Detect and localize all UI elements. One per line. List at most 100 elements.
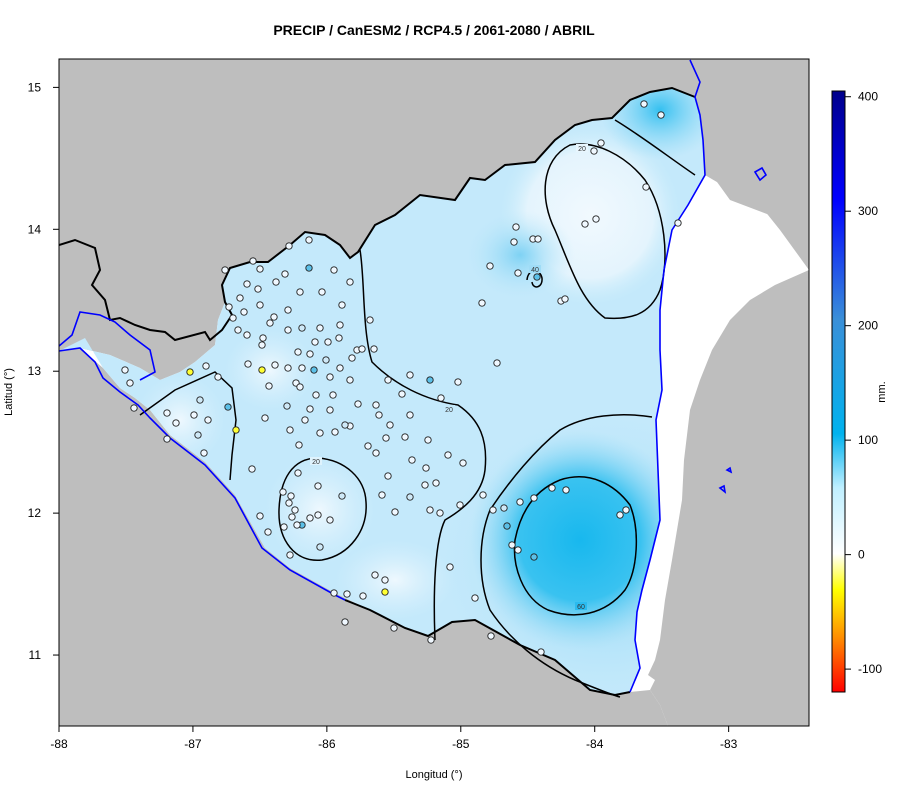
station-marker xyxy=(372,449,380,457)
station-marker xyxy=(384,472,392,480)
station-marker xyxy=(318,288,326,296)
colorbar-tick-label: 200 xyxy=(858,319,878,333)
station-marker xyxy=(256,301,264,309)
station-marker xyxy=(530,553,538,561)
station-marker xyxy=(186,368,194,376)
station-marker xyxy=(514,269,522,277)
y-axis-ticks: 15 14 13 12 11 xyxy=(28,80,59,662)
station-marker xyxy=(642,183,650,191)
costa-rica-land xyxy=(59,348,668,726)
station-marker xyxy=(382,434,390,442)
station-marker xyxy=(314,482,322,490)
station-marker xyxy=(640,100,648,108)
y-tick-label: 15 xyxy=(28,80,42,94)
x-tick-label: -83 xyxy=(720,737,738,751)
station-marker xyxy=(264,528,272,536)
station-marker xyxy=(493,359,501,367)
station-marker xyxy=(336,364,344,372)
station-marker xyxy=(537,648,545,656)
station-marker xyxy=(244,360,252,368)
station-marker xyxy=(512,223,520,231)
station-marker xyxy=(674,219,682,227)
colorbar-tick-label: 300 xyxy=(858,204,878,218)
y-tick-label: 11 xyxy=(29,648,42,662)
station-marker xyxy=(271,361,279,369)
station-marker xyxy=(330,589,338,597)
station-marker xyxy=(581,220,589,228)
y-tick-label: 13 xyxy=(28,364,42,378)
y-tick-label: 12 xyxy=(28,506,42,520)
station-marker xyxy=(366,316,374,324)
station-marker xyxy=(311,338,319,346)
station-marker xyxy=(657,111,665,119)
station-marker xyxy=(329,391,337,399)
station-marker xyxy=(305,236,313,244)
station-marker xyxy=(284,306,292,314)
colorbar: 400 300 200 100 0 -100 mm. xyxy=(831,90,888,693)
station-marker xyxy=(372,401,380,409)
station-marker xyxy=(346,278,354,286)
pacific-coast xyxy=(59,347,346,601)
station-marker xyxy=(500,504,508,512)
station-marker xyxy=(424,436,432,444)
station-marker xyxy=(354,400,362,408)
station-marker xyxy=(406,371,414,379)
station-marker xyxy=(279,488,287,496)
y-tick-label: 14 xyxy=(28,222,42,236)
station-marker xyxy=(258,341,266,349)
station-marker xyxy=(322,356,330,364)
station-marker xyxy=(456,501,464,509)
contour-label-pocket: 20 xyxy=(312,459,320,466)
contour-line-20-ne xyxy=(544,143,666,320)
station-marker xyxy=(295,441,303,449)
station-marker xyxy=(331,428,339,436)
station-marker xyxy=(229,314,237,322)
contour-line-40-se xyxy=(480,414,653,698)
station-marker xyxy=(514,546,522,554)
station-marker xyxy=(421,481,429,489)
contour-line-20-west xyxy=(139,371,237,481)
coastlines xyxy=(59,59,768,693)
station-marker xyxy=(306,405,314,413)
station-marker xyxy=(371,571,379,579)
map-panel-frame xyxy=(58,58,810,727)
station-marker xyxy=(341,618,349,626)
colorbar-tick-label: 100 xyxy=(858,433,878,447)
honduras-land xyxy=(59,59,809,380)
station-marker xyxy=(370,345,378,353)
map-title: PRECIP / CanESM2 / RCP4.5 / 2061-2080 / … xyxy=(273,22,595,38)
station-marker xyxy=(548,484,556,492)
station-marker xyxy=(301,416,309,424)
x-tick-label: -84 xyxy=(586,737,604,751)
station-marker xyxy=(592,215,600,223)
station-marker xyxy=(338,301,346,309)
station-marker xyxy=(284,364,292,372)
station-marker xyxy=(224,403,232,411)
station-marker xyxy=(287,492,295,500)
station-marker xyxy=(249,257,257,265)
station-marker xyxy=(378,491,386,499)
station-marker xyxy=(562,486,570,494)
station-marker xyxy=(426,506,434,514)
south-border-line xyxy=(344,599,631,697)
station-marker xyxy=(622,506,630,514)
station-marker xyxy=(486,262,494,270)
station-marker xyxy=(291,506,299,514)
station-marker xyxy=(316,324,324,332)
station-marker xyxy=(163,409,171,417)
station-marker xyxy=(478,299,486,307)
station-marker xyxy=(288,513,296,521)
station-marker xyxy=(296,288,304,296)
caribbean-coast xyxy=(629,59,706,693)
station-marker xyxy=(391,508,399,516)
station-marker xyxy=(316,543,324,551)
station-marker xyxy=(326,373,334,381)
station-marker xyxy=(298,324,306,332)
station-marker xyxy=(280,523,288,531)
station-marker xyxy=(343,590,351,598)
station-marker xyxy=(454,378,462,386)
colorbar-gradient xyxy=(831,90,846,693)
contour-line-60-se xyxy=(513,476,638,616)
station-marker xyxy=(121,366,129,374)
contour-line-20-pocket xyxy=(278,457,367,561)
